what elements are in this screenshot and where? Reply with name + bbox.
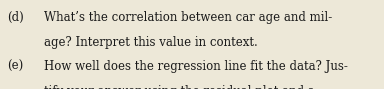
Text: age? Interpret this value in context.: age? Interpret this value in context. [44, 36, 258, 49]
Text: tify your answer using the residual plot and s.: tify your answer using the residual plot… [44, 85, 318, 89]
Text: What’s the correlation between car age and mil-: What’s the correlation between car age a… [44, 11, 333, 24]
Text: (e): (e) [7, 60, 23, 73]
Text: (d): (d) [7, 11, 24, 24]
Text: How well does the regression line fit the data? Jus-: How well does the regression line fit th… [44, 60, 348, 73]
